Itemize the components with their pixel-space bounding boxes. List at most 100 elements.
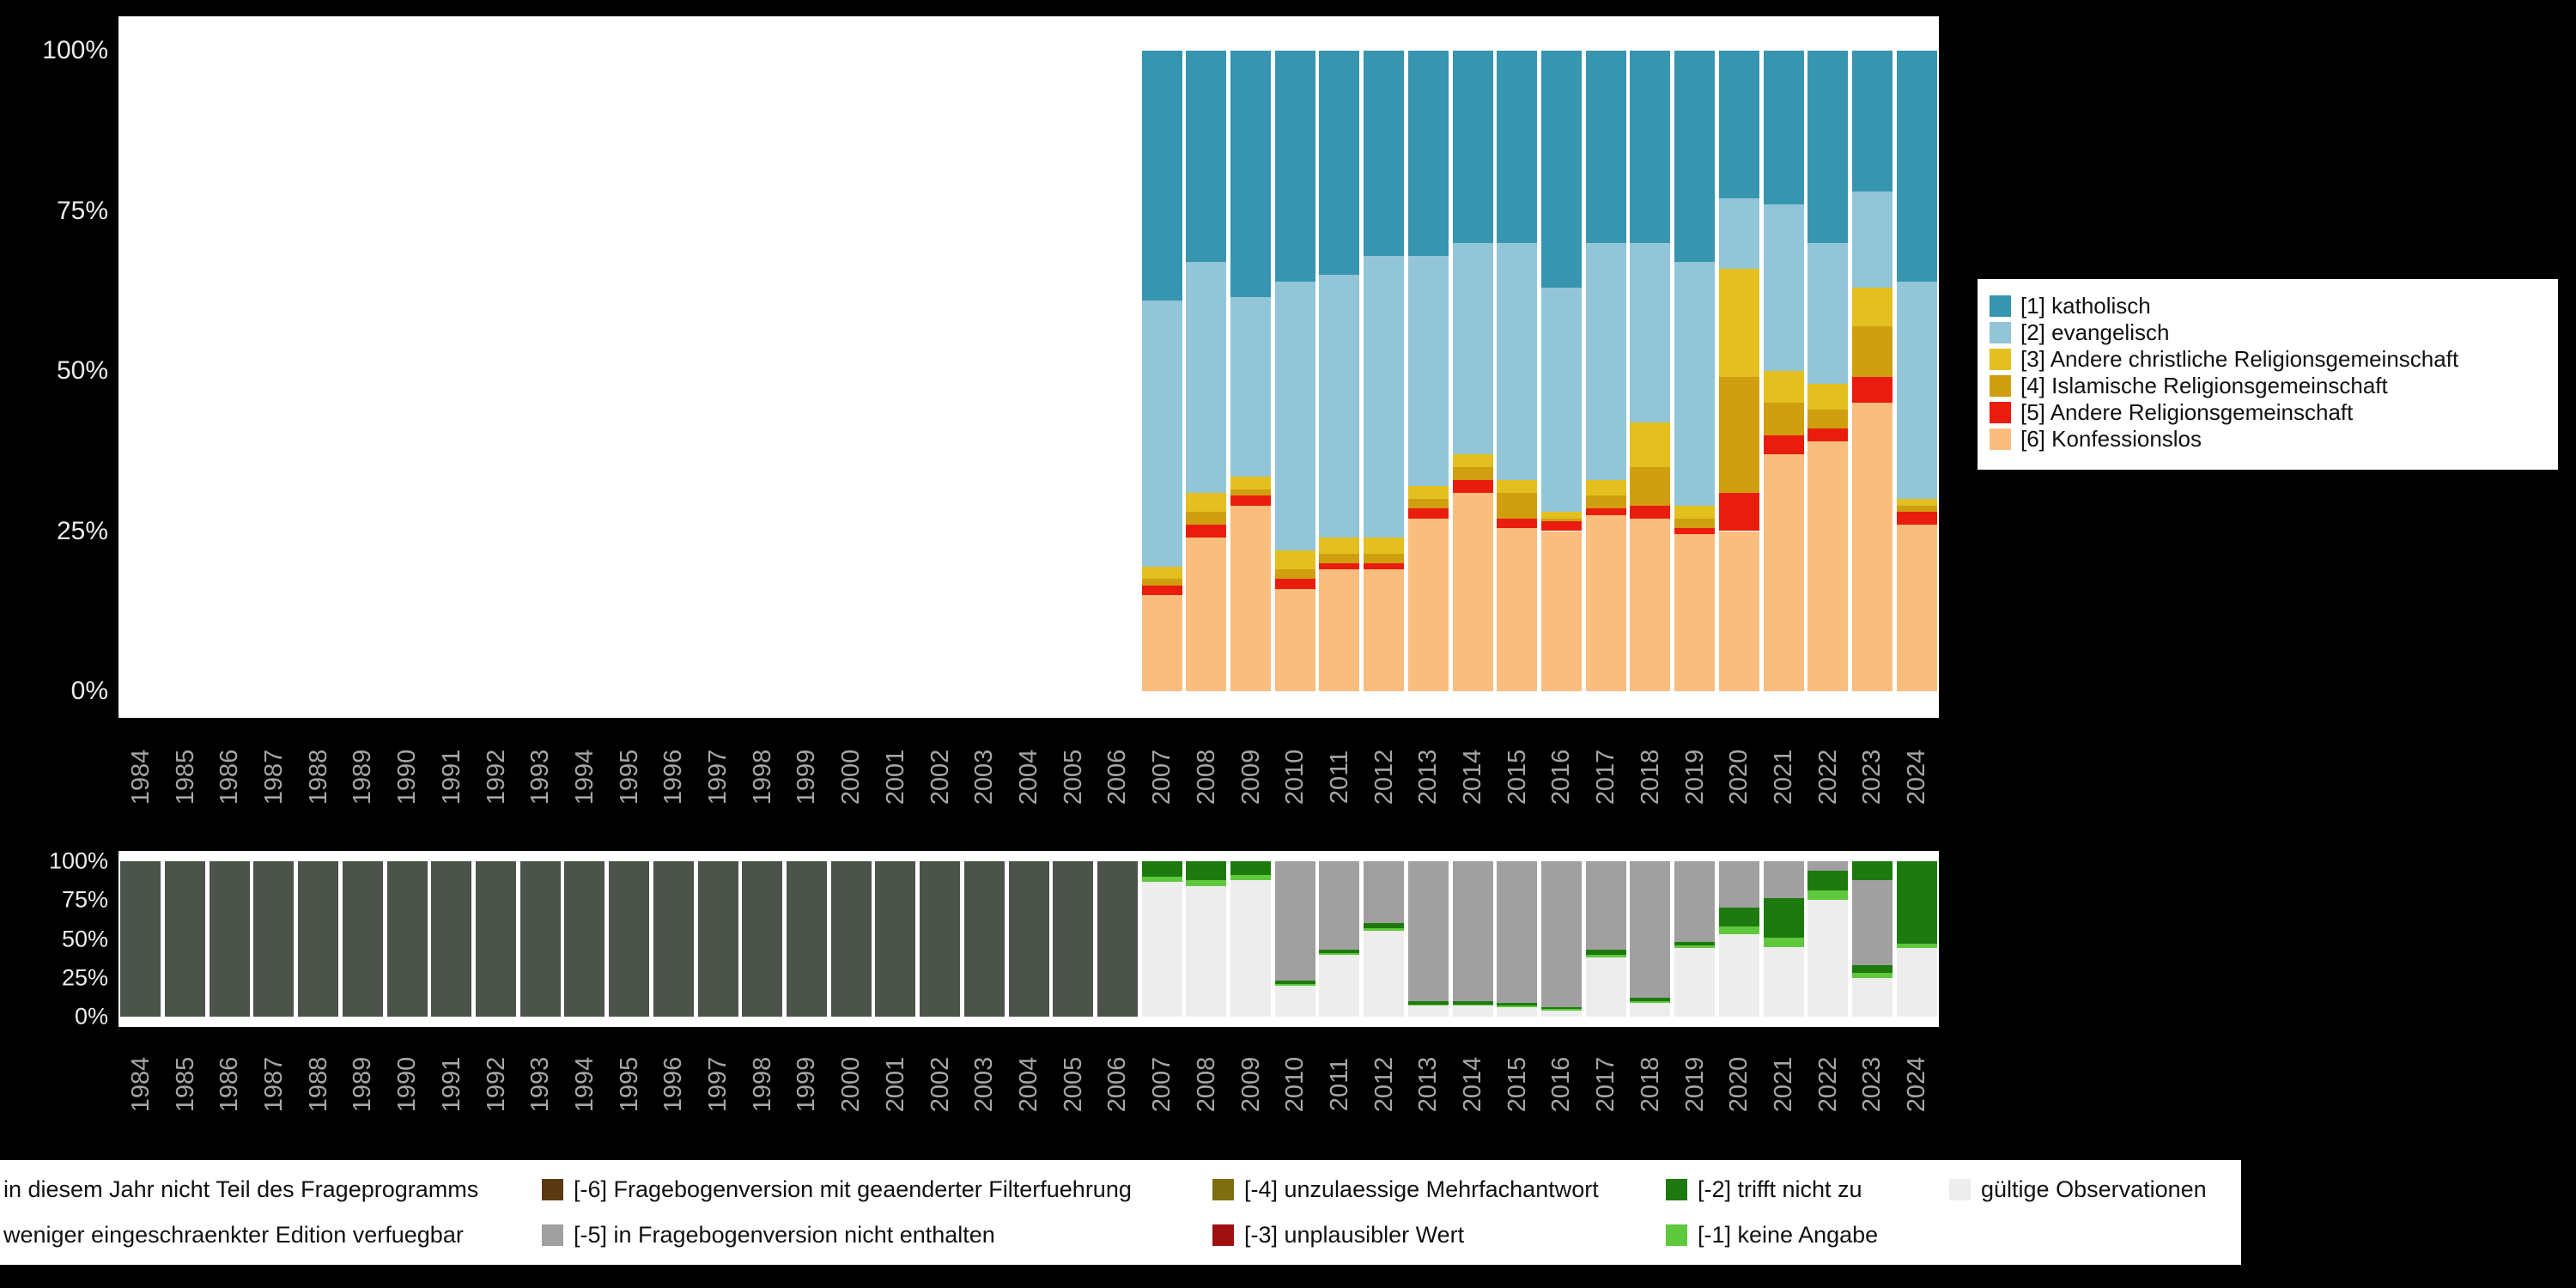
bar-segment — [1497, 51, 1538, 243]
legend-item: weniger eingeschraenkter Edition verfueg… — [0, 1222, 538, 1249]
bar-segment — [1585, 242, 1626, 480]
missing-bar-segment — [1630, 861, 1671, 999]
bar-segment — [1230, 477, 1272, 489]
religion-stacked-bar-plot — [118, 16, 1939, 718]
missing-bar-segment — [1364, 861, 1405, 924]
legend-swatch-icon — [1990, 428, 2011, 450]
bar-segment — [1718, 377, 1759, 493]
x-tick-label: 2015 — [1503, 1056, 1531, 1113]
legend-label: in diesem Jahr nicht Teil des Frageprogr… — [3, 1176, 479, 1202]
x-tick-label: 2014 — [1459, 1056, 1487, 1113]
missing-bar-segment — [1497, 1002, 1538, 1006]
x-tick-label: 2024 — [1903, 1056, 1931, 1113]
x-tick-label: 2003 — [970, 1056, 999, 1113]
missing-bar-segment — [1319, 952, 1360, 955]
bar-segment — [1630, 51, 1671, 243]
missing-bar-segment — [1407, 1004, 1449, 1006]
x-tick-label: 2010 — [1281, 1056, 1309, 1113]
missing-bar-segment — [1274, 861, 1315, 981]
legend-item: [1] katholisch — [1990, 293, 2558, 319]
x-tick-label: 2019 — [1680, 749, 1709, 805]
bar-segment — [1452, 242, 1493, 454]
x-tick-label: 1998 — [748, 749, 776, 805]
bar-segment — [1807, 242, 1849, 384]
x-tick-label: 1986 — [216, 749, 244, 805]
missing-bar-segment — [1718, 927, 1759, 935]
bar-segment — [1718, 268, 1759, 378]
x-tick-label: 2023 — [1858, 749, 1886, 805]
missing-bar-segment — [786, 861, 827, 1017]
legend-label: [2] evangelisch — [2020, 319, 2170, 345]
x-tick-label: 2005 — [1059, 749, 1087, 805]
x-tick-label: 2007 — [1148, 749, 1176, 805]
missing-bar-segment — [830, 861, 872, 1017]
bar-segment — [1141, 585, 1182, 596]
missing-bar-segment — [1364, 927, 1405, 932]
bar-segment — [1585, 514, 1626, 691]
bar-segment — [1319, 569, 1360, 691]
x-tick-label: 1994 — [570, 1056, 598, 1113]
y-tick-label: 25% — [61, 964, 108, 991]
x-tick-label: 2004 — [1015, 749, 1042, 805]
bar-segment — [1452, 453, 1493, 467]
x-tick-label: 1995 — [615, 749, 643, 805]
bar-segment — [1896, 51, 1937, 282]
missing-bar-segment — [1896, 943, 1937, 949]
bar-segment — [1630, 505, 1671, 519]
legend-item: [-2] trifft nicht zu — [1662, 1176, 1946, 1203]
bar-segment — [1497, 518, 1538, 528]
x-tick-label: 2012 — [1370, 1056, 1398, 1113]
missing-bar-segment — [1141, 861, 1182, 878]
bar-segment — [1230, 505, 1272, 691]
bar-segment — [1141, 300, 1182, 567]
legend-label: [-2] trifft nicht zu — [1698, 1176, 1862, 1202]
x-tick-label: 1993 — [526, 1056, 555, 1113]
x-tick-label: 2001 — [881, 749, 909, 805]
legend-swatch-icon — [1990, 295, 2011, 317]
bar-segment — [1274, 51, 1315, 282]
y-tick-label: 0% — [74, 1003, 108, 1030]
x-tick-label: 2014 — [1459, 749, 1487, 805]
missing-bar-segment — [1319, 861, 1360, 951]
bar-segment — [1497, 527, 1538, 691]
bar-segment — [1763, 453, 1804, 691]
x-tick-label: 2006 — [1103, 749, 1132, 805]
missing-bar-segment — [1674, 942, 1716, 945]
bar-segment — [1274, 588, 1315, 691]
bar-segment — [1851, 288, 1893, 326]
x-tick-label: 2017 — [1592, 1056, 1620, 1113]
x-tick-label: 1997 — [704, 1056, 732, 1113]
legend-item: [2] evangelisch — [1990, 319, 2558, 346]
bar-segment — [1141, 579, 1182, 586]
missing-bar-segment — [1452, 1005, 1493, 1017]
bar-segment — [1186, 512, 1227, 526]
bar-segment — [1807, 409, 1849, 429]
bar-segment — [1230, 297, 1272, 477]
bar-segment — [1186, 537, 1227, 691]
bar-segment — [1630, 518, 1671, 691]
missing-bar-segment — [1230, 875, 1272, 880]
missing-bar-segment — [875, 861, 916, 1017]
x-tick-label: 1994 — [570, 749, 598, 805]
missing-bar-segment — [1364, 923, 1405, 928]
missing-bar-segment — [1274, 985, 1315, 1017]
bar-segment — [1896, 281, 1937, 500]
x-tick-label: 2013 — [1414, 749, 1443, 805]
missing-bar-segment — [1674, 948, 1716, 1017]
legend-label: [1] katholisch — [2020, 293, 2151, 319]
x-tick-label: 1995 — [615, 1056, 643, 1113]
missing-bar-segment — [1585, 957, 1626, 1017]
x-tick-label: 2010 — [1281, 749, 1309, 805]
x-tick-label: 1998 — [748, 1056, 776, 1113]
x-tick-label: 2000 — [837, 1056, 866, 1113]
legend-item: [5] Andere Religionsgemeinschaft — [1990, 399, 2558, 426]
legend-swatch-icon — [1990, 375, 2011, 397]
missing-bar-segment — [1851, 861, 1893, 880]
bar-segment — [1540, 51, 1582, 289]
bar-segment — [1452, 466, 1493, 480]
bar-segment — [1630, 242, 1671, 422]
missing-bar-segment — [1364, 931, 1405, 1017]
missing-bar-segment — [1540, 1008, 1582, 1011]
bar-segment — [1452, 51, 1493, 243]
